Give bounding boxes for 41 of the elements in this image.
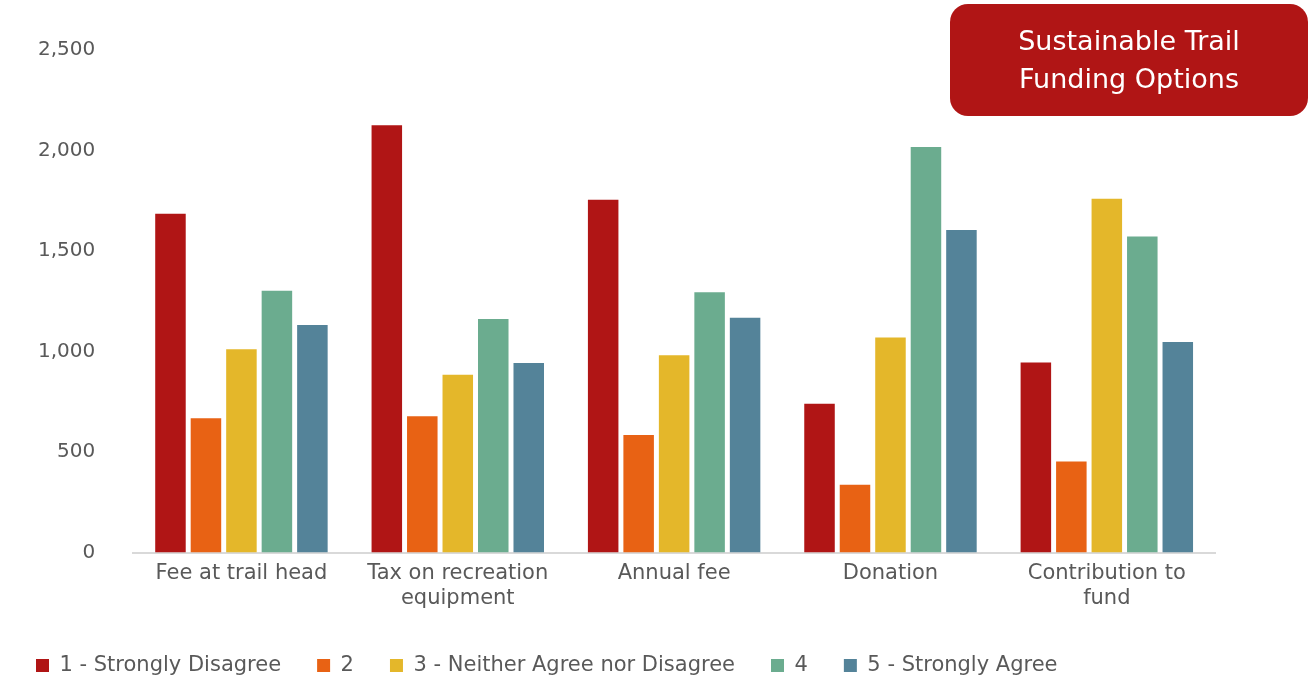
bar <box>729 317 761 553</box>
bar <box>946 229 977 553</box>
bar <box>478 318 509 553</box>
x-tick-label: Contribution to fund <box>1027 559 1186 609</box>
bar <box>442 374 474 553</box>
y-tick-label: 1,000 <box>37 337 96 362</box>
bar <box>1056 461 1087 553</box>
bar <box>694 292 725 553</box>
x-tick-label: Fee at trail head <box>155 559 328 584</box>
bar <box>513 363 544 553</box>
y-tick-label: 2,000 <box>37 136 96 161</box>
y-tick-label: 0 <box>82 538 96 563</box>
bar <box>190 418 222 553</box>
bar <box>658 355 690 553</box>
x-tick-label: Tax on recreation equipment <box>366 559 549 609</box>
bar <box>1127 236 1158 553</box>
bar <box>297 325 328 553</box>
bar <box>261 290 293 553</box>
bar <box>1162 341 1194 553</box>
bar <box>623 434 654 553</box>
y-tick-label: 500 <box>57 438 96 463</box>
legend-label: 4 <box>794 651 808 676</box>
bar <box>804 403 835 553</box>
bar <box>910 146 942 553</box>
bar <box>155 213 186 553</box>
legend-label: 1 - Strongly Disagree <box>59 651 282 676</box>
bar <box>587 199 619 553</box>
bar <box>226 349 257 553</box>
x-tick-label: Annual fee <box>617 559 731 584</box>
bar <box>839 484 871 553</box>
bar <box>407 416 438 553</box>
y-tick-label: 2,500 <box>37 36 96 61</box>
y-tick-label: 1,500 <box>37 237 96 262</box>
legend-label: 2 <box>340 651 354 676</box>
bar <box>1091 198 1123 553</box>
x-tick-label: Donation <box>842 559 939 584</box>
bar <box>875 337 906 553</box>
legend-label: 3 - Neither Agree nor Disagree <box>413 651 736 676</box>
bar <box>1020 362 1052 553</box>
bar <box>371 125 403 553</box>
legend-label: 5 - Strongly Agree <box>867 651 1058 676</box>
